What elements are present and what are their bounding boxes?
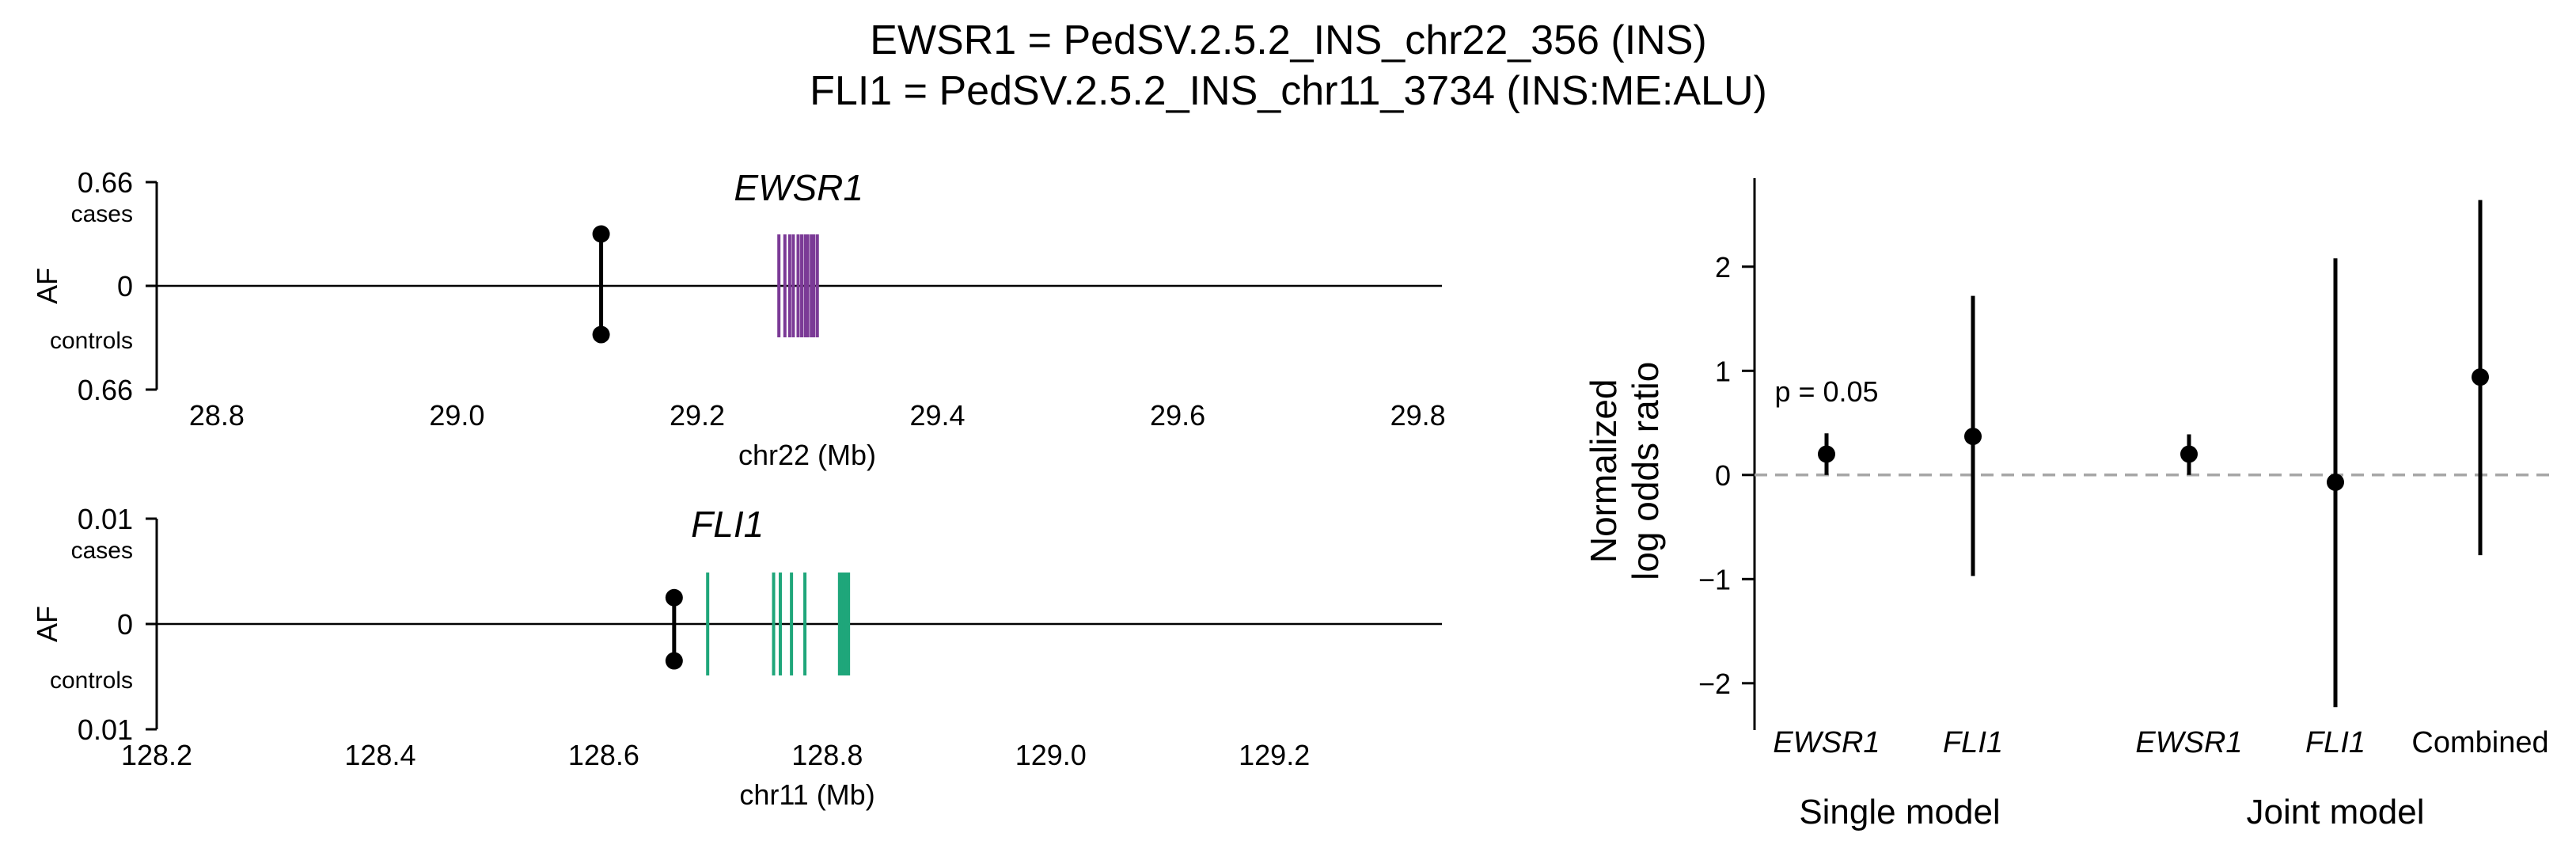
ewsr1-x-tick-label: 29.6 [1150,399,1205,432]
odds-ratio-forest-panel: −2 −1 0 1 2 Normalized log odds ratio EWSR1 p = … [1583,178,2556,831]
fli1-x-tick-label: 128.2 [121,739,192,771]
ewsr1-x-axis-label: chr22 (Mb) [738,439,876,471]
fli1-y-tick-label-bottom: 0.01 [78,713,133,746]
forest-estimate-point [1964,428,1982,446]
figure-title-line-2: FLI1 = PedSV.2.5.2_INS_chr11_3734 (INS:M… [810,68,1767,114]
forest-group-label-joint: Joint model [2246,793,2424,831]
fli1-x-tick-label: 129.0 [1015,739,1087,771]
forest-y-tick-label: −2 [1698,668,1731,700]
ewsr1-cases-label: cases [71,201,133,227]
forest-y-tick-label: 2 [1715,251,1731,283]
forest-category-label: FLI1 [2305,726,2365,759]
ewsr1-controls-label: controls [50,328,133,354]
forest-estimate-point [2472,368,2489,386]
fli1-x-tick-label: 128.8 [791,739,863,771]
fli1-cases-label: cases [71,538,133,564]
ewsr1-gene-label: EWSR1 [734,167,863,208]
fli1-x-tick-label: 129.2 [1239,739,1310,771]
fli1-x-tick-label: 128.4 [344,739,415,771]
ewsr1-y-tick-label-zero: 0 [117,270,133,302]
ewsr1-y-tick-label-bottom: 0.66 [78,374,133,406]
ewsr1-y-axis-label: AF [31,268,63,304]
fli1-y-axis-label: AF [31,606,63,642]
ewsr1-x-tick-label: 29.0 [429,399,484,432]
forest-estimate-point [1818,445,1835,463]
ewsr1-x-tick-label: 28.8 [189,399,245,432]
ewsr1-x-tick-label: 29.4 [910,399,966,432]
forest-y-axis-label-line-1: Normalized [1583,379,1624,563]
forest-category-label: FLI1 [1943,726,2003,759]
fli1-controls-label: controls [50,668,133,694]
forest-category-label: EWSR1 [2135,726,2242,759]
figure-title-line-1: EWSR1 = PedSV.2.5.2_INS_chr22_356 (INS) [870,17,1706,63]
ewsr1-x-tick-label: 29.8 [1390,399,1446,432]
forest-group-label-single: Single model [1799,793,2000,831]
fli1-y-tick-label-zero: 0 [117,608,133,641]
ewsr1-y-tick-label-top: 0.66 [78,166,133,199]
ewsr1-variant-cases-point [592,225,610,243]
fli1-x-axis-label: chr11 (Mb) [739,778,874,811]
forest-y-tick-label: 1 [1715,355,1731,387]
forest-p-value-annotation: p = 0.05 [1774,375,1878,408]
fli1-variant-cases-point [665,588,683,607]
forest-estimate-point [2327,474,2344,492]
fli1-x-tick-label: 128.6 [568,739,639,771]
forest-estimate-point [2180,445,2198,463]
ewsr1-x-tick-label: 29.2 [670,399,725,432]
ewsr1-variant-controls-point [592,325,610,344]
fli1-lollipop-panel: 0.01 0 0.01 cases controls AF 128.2 128.4 128.6 1… [31,503,1442,811]
forest-y-tick-label: −1 [1698,563,1731,595]
forest-category-label: EWSR1 [1773,726,1880,759]
forest-y-axis-label-line-2: log odds ratio [1625,362,1666,580]
forest-category-label: Combined [2411,726,2548,759]
fli1-variant-controls-point [665,652,683,670]
fli1-y-tick-label-top: 0.01 [78,503,133,535]
fli1-gene-label: FLI1 [691,504,764,545]
forest-y-tick-label: 0 [1715,459,1731,492]
